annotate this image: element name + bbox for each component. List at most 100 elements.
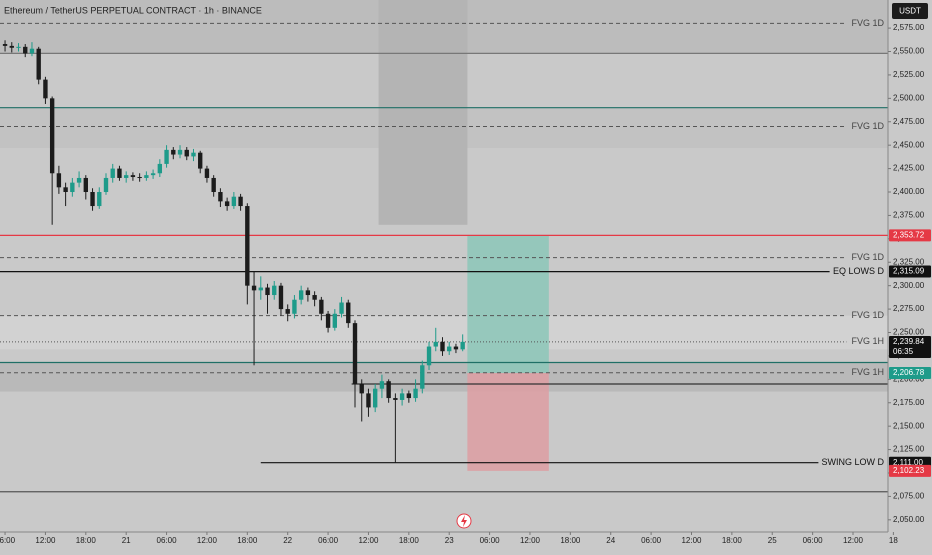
x-tick-label: 12:00 — [520, 536, 541, 545]
candle-body — [346, 302, 351, 324]
x-tick-label: 25 — [768, 536, 777, 545]
candle-body — [406, 393, 412, 399]
candle-body — [366, 393, 371, 408]
candle-body — [332, 313, 337, 328]
x-tick-label: 18:00 — [399, 536, 420, 545]
y-tick-label: 2,150.00 — [893, 421, 925, 430]
currency-button[interactable] — [892, 3, 928, 19]
x-tick-label: 18:00 — [237, 536, 258, 545]
candle-body — [144, 175, 149, 178]
candle-body — [110, 168, 115, 178]
candle-body — [440, 341, 445, 352]
x-tick-label: 12:00 — [843, 536, 864, 545]
x-tick-label: 24 — [606, 536, 615, 545]
x-tick-label: 18:00 — [722, 536, 743, 545]
x-tick-label: 06:00 — [318, 536, 339, 545]
candle-body — [70, 182, 75, 193]
candle-body — [2, 44, 8, 46]
candle-body — [373, 388, 378, 408]
x-tick-label: 18:00 — [560, 536, 581, 545]
candle-body — [413, 388, 418, 399]
loss-zone — [467, 372, 549, 471]
candle-body — [43, 79, 48, 99]
candle-body — [83, 177, 88, 193]
y-tick-label: 2,075.00 — [893, 492, 925, 501]
y-tick-label: 2,375.00 — [893, 211, 925, 220]
candle-body — [433, 341, 438, 347]
candle-body — [393, 398, 398, 400]
y-tick-label: 2,275.00 — [893, 304, 925, 313]
countdown: 06:35 — [893, 347, 914, 356]
candle-body — [97, 192, 102, 207]
currency[interactable]: USDT — [899, 7, 921, 16]
candle-body — [103, 177, 109, 193]
price-label: 2,206.78 — [893, 368, 925, 377]
x-tick-label: 21 — [122, 536, 131, 545]
price-label: 2,353.72 — [893, 230, 925, 239]
candle-body — [399, 393, 405, 400]
candle-body — [177, 149, 183, 155]
candle-body — [123, 175, 129, 178]
candle-body — [292, 299, 297, 314]
price-label-bg — [889, 366, 931, 379]
candle-body — [319, 299, 324, 314]
candle-body — [278, 285, 284, 310]
x-tick-label: 06:00 — [157, 536, 178, 545]
candle-body — [352, 323, 358, 385]
y-tick-label: 2,550.00 — [893, 47, 925, 56]
candle-body — [90, 192, 95, 207]
price-label-bg — [889, 464, 931, 477]
candle-body — [204, 168, 210, 178]
zone — [378, 0, 468, 225]
price-label: 2,111.00 — [893, 458, 924, 467]
candle-body — [426, 346, 432, 366]
level-label: FVG 1D — [851, 18, 884, 28]
y-tick-label: 2,400.00 — [893, 187, 925, 196]
plot-area — [0, 0, 888, 493]
candle-body — [198, 152, 203, 169]
price-label-bg — [889, 336, 931, 359]
y-tick-label: 2,175.00 — [893, 398, 925, 407]
x-tick-label: 22 — [283, 536, 292, 545]
x-tick-label: 12:00 — [358, 536, 379, 545]
candle-body — [245, 206, 250, 286]
y-tick-label: 2,250.00 — [893, 328, 925, 337]
candle-body — [16, 46, 21, 48]
chart-title: Ethereum / TetherUS PERPETUAL CONTRACT ·… — [4, 5, 262, 15]
y-tick-label: 2,325.00 — [893, 257, 925, 266]
candle-body — [386, 381, 391, 399]
candle-body — [238, 196, 243, 207]
y-tick-label: 2,450.00 — [893, 140, 925, 149]
x-tick-label: 12:00 — [35, 536, 56, 545]
y-tick-label: 2,575.00 — [893, 23, 925, 32]
candle-body — [137, 177, 142, 179]
zone — [0, 362, 888, 392]
y-tick-label: 2,500.00 — [893, 93, 925, 102]
candle-body — [447, 346, 452, 352]
candle-body — [359, 384, 364, 394]
y-tick-label: 2,425.00 — [893, 164, 925, 173]
candle-body — [298, 290, 304, 300]
x-tick-label: 06:00 — [0, 536, 16, 545]
candle-body — [49, 98, 55, 174]
candle-body — [272, 285, 277, 296]
candle-body — [150, 173, 156, 176]
candle-body — [251, 285, 257, 291]
x-tick-label: 06:00 — [480, 536, 501, 545]
candle-body — [460, 341, 465, 350]
candle-body — [63, 187, 68, 193]
price-label: 2,315.09 — [893, 267, 925, 276]
candle-body — [76, 177, 82, 183]
price-label: 2,102.23 — [893, 466, 925, 475]
candle-body — [339, 302, 344, 314]
candle-body — [211, 177, 216, 193]
replay-icon[interactable] — [456, 513, 472, 529]
candle-body — [36, 48, 41, 80]
level-label: FVG 1H — [851, 367, 884, 377]
candle-body — [305, 290, 311, 296]
candle-body — [453, 346, 459, 350]
level-label: FVG 1D — [851, 310, 884, 320]
candle-body — [23, 46, 28, 54]
candle-body — [29, 48, 35, 54]
